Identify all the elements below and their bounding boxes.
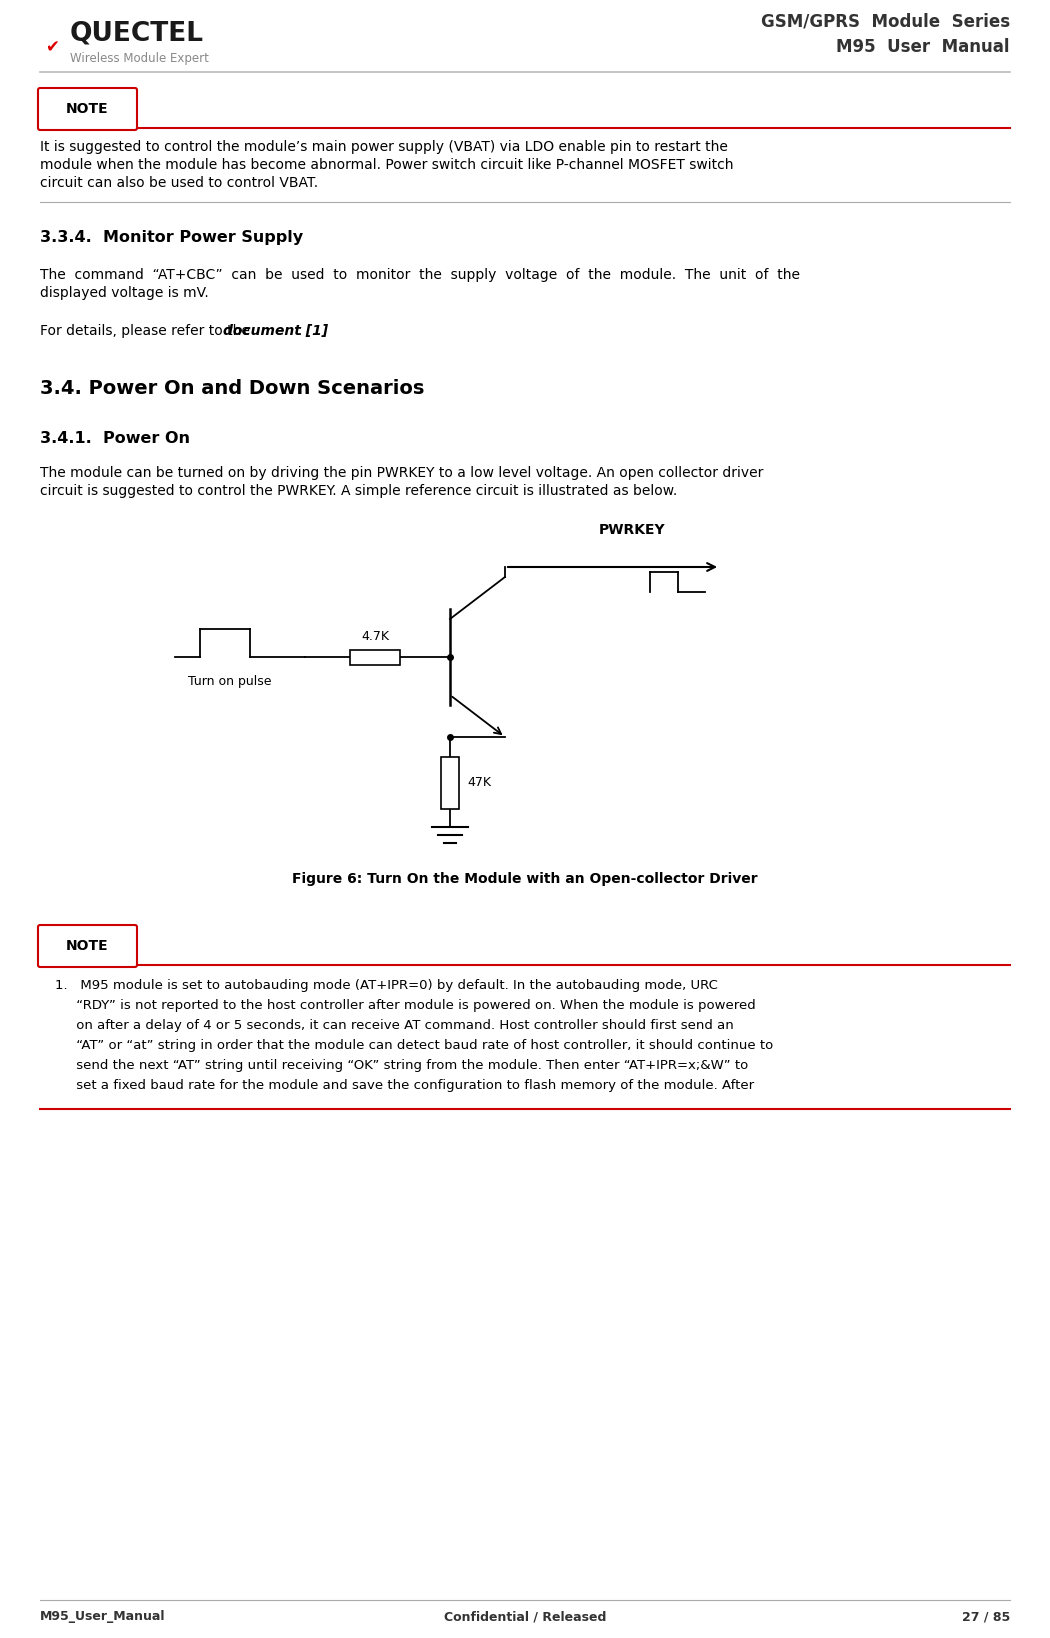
Text: 1.   M95 module is set to autobauding mode (AT+IPR=0) by default. In the autobau: 1. M95 module is set to autobauding mode… — [55, 980, 718, 993]
Text: “RDY” is not reported to the host controller after module is powered on. When th: “RDY” is not reported to the host contro… — [55, 999, 756, 1012]
Bar — [441, 757, 459, 809]
Text: 3.4.1.  Power On: 3.4.1. Power On — [40, 431, 190, 446]
Text: set a fixed baud rate for the module and save the configuration to flash memory : set a fixed baud rate for the module and… — [55, 1079, 754, 1093]
Text: It is suggested to control the module’s main power supply (VBAT) via LDO enable : It is suggested to control the module’s … — [40, 139, 728, 154]
FancyBboxPatch shape — [38, 88, 136, 129]
Text: 3.4. Power On and Down Scenarios: 3.4. Power On and Down Scenarios — [40, 378, 424, 398]
Text: circuit can also be used to control VBAT.: circuit can also be used to control VBAT… — [40, 175, 318, 190]
Text: NOTE: NOTE — [66, 102, 109, 116]
Text: 4.7K: 4.7K — [361, 631, 388, 644]
Text: QUECTEL: QUECTEL — [70, 20, 204, 46]
Text: circuit is suggested to control the PWRKEY. A simple reference circuit is illust: circuit is suggested to control the PWRK… — [40, 483, 677, 498]
Text: M95  User  Manual: M95 User Manual — [837, 38, 1010, 56]
Text: Figure 6: Turn On the Module with an Open-collector Driver: Figure 6: Turn On the Module with an Ope… — [292, 871, 758, 886]
Text: “AT” or “at” string in order that the module can detect baud rate of host contro: “AT” or “at” string in order that the mo… — [55, 1038, 773, 1052]
Text: 3.3.4.  Monitor Power Supply: 3.3.4. Monitor Power Supply — [40, 229, 303, 246]
Text: Wireless Module Expert: Wireless Module Expert — [70, 52, 209, 66]
Text: ✔: ✔ — [45, 38, 59, 56]
Text: NOTE: NOTE — [66, 939, 109, 953]
Text: PWRKEY: PWRKEY — [600, 523, 666, 537]
Text: displayed voltage is mV.: displayed voltage is mV. — [40, 287, 209, 300]
Text: M95_User_Manual: M95_User_Manual — [40, 1610, 166, 1623]
Text: document [1]: document [1] — [224, 324, 329, 337]
Text: The module can be turned on by driving the pin PWRKEY to a low level voltage. An: The module can be turned on by driving t… — [40, 465, 763, 480]
Text: on after a delay of 4 or 5 seconds, it can receive AT command. Host controller s: on after a delay of 4 or 5 seconds, it c… — [55, 1019, 734, 1032]
Text: .: . — [297, 324, 302, 337]
Text: 27 / 85: 27 / 85 — [962, 1610, 1010, 1623]
Text: Turn on pulse: Turn on pulse — [188, 675, 272, 688]
FancyBboxPatch shape — [38, 925, 136, 966]
Text: Confidential / Released: Confidential / Released — [444, 1610, 606, 1623]
Text: For details, please refer to the: For details, please refer to the — [40, 324, 254, 337]
Text: 47K: 47K — [467, 776, 491, 790]
Text: module when the module has become abnormal. Power switch circuit like P-channel : module when the module has become abnorm… — [40, 157, 734, 172]
Text: send the next “AT” string until receiving “OK” string from the module. Then ente: send the next “AT” string until receivin… — [55, 1060, 749, 1071]
Bar — [350, 650, 400, 665]
Text: The  command  “AT+CBC”  can  be  used  to  monitor  the  supply  voltage  of  th: The command “AT+CBC” can be used to moni… — [40, 269, 800, 282]
Text: GSM/GPRS  Module  Series: GSM/GPRS Module Series — [761, 11, 1010, 29]
